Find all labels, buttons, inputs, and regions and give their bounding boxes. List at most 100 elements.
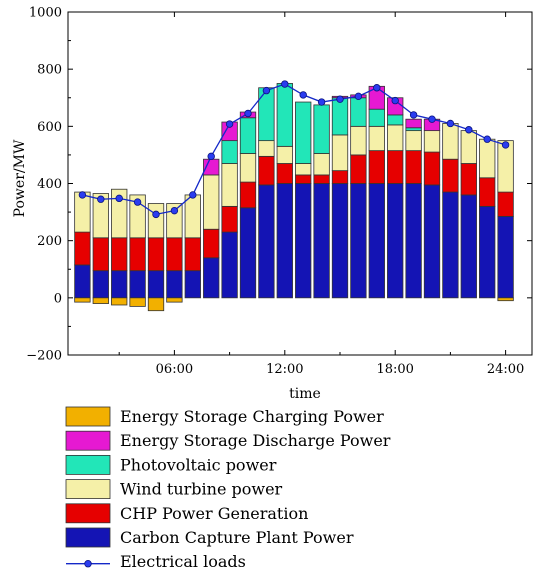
bar-pv-19 bbox=[405, 127, 422, 132]
y-tick-label: 800 bbox=[37, 63, 62, 78]
legend-load-marker bbox=[84, 560, 92, 568]
bar-wind-10 bbox=[239, 153, 257, 183]
bar-chp-11 bbox=[258, 155, 275, 186]
load-point-14 bbox=[317, 98, 326, 106]
legend-label-pv: Photovoltaic power bbox=[120, 455, 277, 474]
bar-carbon-7 bbox=[184, 270, 201, 299]
legend-label-charging: Energy Storage Charging Power bbox=[120, 407, 384, 426]
x-tick-label: 24:00 bbox=[487, 362, 524, 377]
bar-chp-14 bbox=[313, 174, 330, 184]
load-point-6 bbox=[170, 206, 179, 215]
bar-carbon-15 bbox=[331, 183, 349, 299]
bar-wind-13 bbox=[295, 163, 312, 176]
bar-wind-17 bbox=[368, 125, 385, 152]
bar-chp-6 bbox=[166, 237, 183, 272]
bar-chp-10 bbox=[239, 181, 257, 209]
bar-wind-15 bbox=[331, 134, 349, 172]
bar-discharge-19 bbox=[405, 118, 422, 129]
bar-pv-14 bbox=[313, 104, 330, 154]
load-point-3 bbox=[115, 194, 123, 203]
y-axis-title: Power/MW bbox=[12, 139, 28, 217]
bar-pv-9 bbox=[221, 140, 238, 164]
bar-carbon-9 bbox=[221, 231, 238, 299]
legend: Energy Storage Charging Power Energy Stor… bbox=[65, 406, 391, 571]
legend-swatch-chp bbox=[65, 503, 111, 524]
y-tick-label: 0 bbox=[54, 291, 62, 306]
y-tick-label: 200 bbox=[37, 234, 62, 249]
load-point-10 bbox=[244, 109, 252, 118]
bar-carbon-5 bbox=[147, 270, 165, 299]
bar-chp-23 bbox=[479, 177, 496, 207]
bar-wind-24 bbox=[497, 140, 514, 193]
bar-carbon-4 bbox=[129, 270, 146, 299]
bar-carbon-24 bbox=[497, 215, 514, 299]
load-point-23 bbox=[483, 135, 491, 143]
x-tick-label: 18:00 bbox=[376, 362, 413, 377]
load-point-15 bbox=[336, 95, 344, 103]
bar-carbon-11 bbox=[258, 184, 275, 299]
bar-carbon-16 bbox=[350, 183, 367, 299]
bar-carbon-12 bbox=[276, 183, 293, 299]
bar-charging-2 bbox=[92, 297, 109, 304]
legend-label-discharge: Energy Storage Discharge Power bbox=[120, 431, 391, 450]
load-point-19 bbox=[409, 111, 418, 119]
bar-wind-5 bbox=[147, 203, 165, 239]
bar-wind-4 bbox=[129, 194, 146, 239]
x-tick-label: 06:00 bbox=[156, 362, 193, 377]
bar-pv-12 bbox=[276, 83, 293, 147]
bar-pv-13 bbox=[295, 101, 312, 164]
bar-charging-5 bbox=[147, 297, 165, 312]
bar-carbon-6 bbox=[166, 270, 183, 299]
load-point-2 bbox=[97, 195, 105, 203]
load-point-20 bbox=[428, 115, 436, 123]
load-point-5 bbox=[152, 210, 160, 219]
x-tick-label: 12:00 bbox=[266, 362, 303, 377]
bar-wind-21 bbox=[442, 123, 459, 160]
y-tick-label: −200 bbox=[26, 349, 62, 364]
load-point-13 bbox=[299, 91, 307, 99]
load-line bbox=[82, 83, 506, 216]
bar-chp-17 bbox=[368, 150, 385, 184]
legend-swatch-discharge bbox=[65, 430, 111, 451]
bar-wind-8 bbox=[203, 174, 220, 230]
bar-chp-7 bbox=[184, 237, 201, 272]
load-point-12 bbox=[281, 80, 289, 88]
load-point-4 bbox=[133, 198, 142, 206]
bar-charging-4 bbox=[129, 297, 146, 307]
y-tick-label: 1000 bbox=[29, 6, 62, 21]
legend-swatch-pv bbox=[65, 454, 111, 475]
y-tick-label: 600 bbox=[37, 120, 62, 135]
bar-carbon-1 bbox=[74, 264, 91, 299]
bar-wind-7 bbox=[184, 194, 201, 239]
bar-pv-17 bbox=[368, 108, 385, 127]
bar-carbon-21 bbox=[442, 191, 459, 299]
bar-chp-5 bbox=[147, 237, 165, 272]
bar-chp-8 bbox=[203, 228, 220, 259]
bar-chp-20 bbox=[423, 151, 441, 186]
bar-pv-15 bbox=[331, 97, 349, 136]
bar-charging-6 bbox=[166, 297, 183, 303]
bar-chp-1 bbox=[74, 231, 91, 266]
bar-wind-12 bbox=[276, 145, 293, 164]
legend-swatch-charging bbox=[65, 406, 111, 427]
load-point-8 bbox=[207, 152, 215, 161]
bar-chp-2 bbox=[92, 237, 109, 272]
load-point-22 bbox=[465, 126, 473, 134]
bar-carbon-13 bbox=[295, 183, 312, 299]
bar-wind-19 bbox=[405, 130, 422, 152]
load-point-21 bbox=[446, 119, 455, 128]
bar-carbon-18 bbox=[387, 183, 404, 299]
bar-pv-18 bbox=[387, 114, 404, 126]
bar-carbon-3 bbox=[111, 270, 128, 299]
legend-label-carbon: Carbon Capture Plant Power bbox=[120, 528, 354, 547]
bar-charging-24 bbox=[497, 297, 514, 302]
load-point-11 bbox=[262, 86, 271, 95]
bar-wind-2 bbox=[92, 193, 109, 239]
bar-chp-19 bbox=[405, 150, 422, 184]
bar-carbon-14 bbox=[313, 183, 330, 299]
bar-carbon-19 bbox=[405, 183, 422, 299]
bar-pv-10 bbox=[239, 117, 257, 154]
bar-chp-13 bbox=[295, 174, 312, 184]
load-point-7 bbox=[189, 191, 197, 199]
